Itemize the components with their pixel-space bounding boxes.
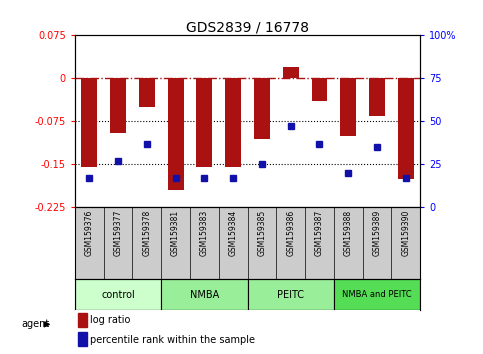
Bar: [110, 78, 126, 133]
Text: GSM159387: GSM159387: [315, 210, 324, 256]
Text: GSM159390: GSM159390: [401, 210, 411, 256]
Text: GSM159378: GSM159378: [142, 210, 151, 256]
Text: percentile rank within the sample: percentile rank within the sample: [90, 335, 256, 345]
Bar: [197, 78, 213, 167]
Bar: [168, 78, 184, 190]
Text: GSM159383: GSM159383: [200, 210, 209, 256]
Bar: [398, 78, 414, 179]
Bar: [225, 78, 241, 167]
Bar: [78, 332, 87, 347]
Title: GDS2839 / 16778: GDS2839 / 16778: [186, 20, 309, 34]
Text: GSM159385: GSM159385: [257, 210, 267, 256]
Text: log ratio: log ratio: [90, 315, 131, 325]
Text: GSM159384: GSM159384: [228, 210, 238, 256]
Bar: [312, 78, 327, 101]
Text: GSM159376: GSM159376: [85, 210, 94, 256]
Bar: [341, 78, 356, 136]
Bar: [334, 279, 420, 310]
Text: agent: agent: [21, 319, 50, 329]
Text: GSM159386: GSM159386: [286, 210, 295, 256]
Text: GSM159388: GSM159388: [344, 210, 353, 256]
Text: GSM159377: GSM159377: [114, 210, 123, 256]
Bar: [369, 78, 385, 116]
Text: GSM159389: GSM159389: [372, 210, 382, 256]
Bar: [283, 67, 298, 78]
Bar: [75, 279, 161, 310]
Text: NMBA and PEITC: NMBA and PEITC: [342, 290, 412, 299]
Text: PEITC: PEITC: [277, 290, 304, 299]
Text: control: control: [101, 290, 135, 299]
Bar: [81, 78, 97, 167]
Text: NMBA: NMBA: [190, 290, 219, 299]
Text: GSM159381: GSM159381: [171, 210, 180, 256]
Bar: [78, 313, 87, 327]
Bar: [254, 78, 270, 138]
Bar: [247, 279, 334, 310]
Bar: [161, 279, 247, 310]
Bar: [139, 78, 155, 107]
